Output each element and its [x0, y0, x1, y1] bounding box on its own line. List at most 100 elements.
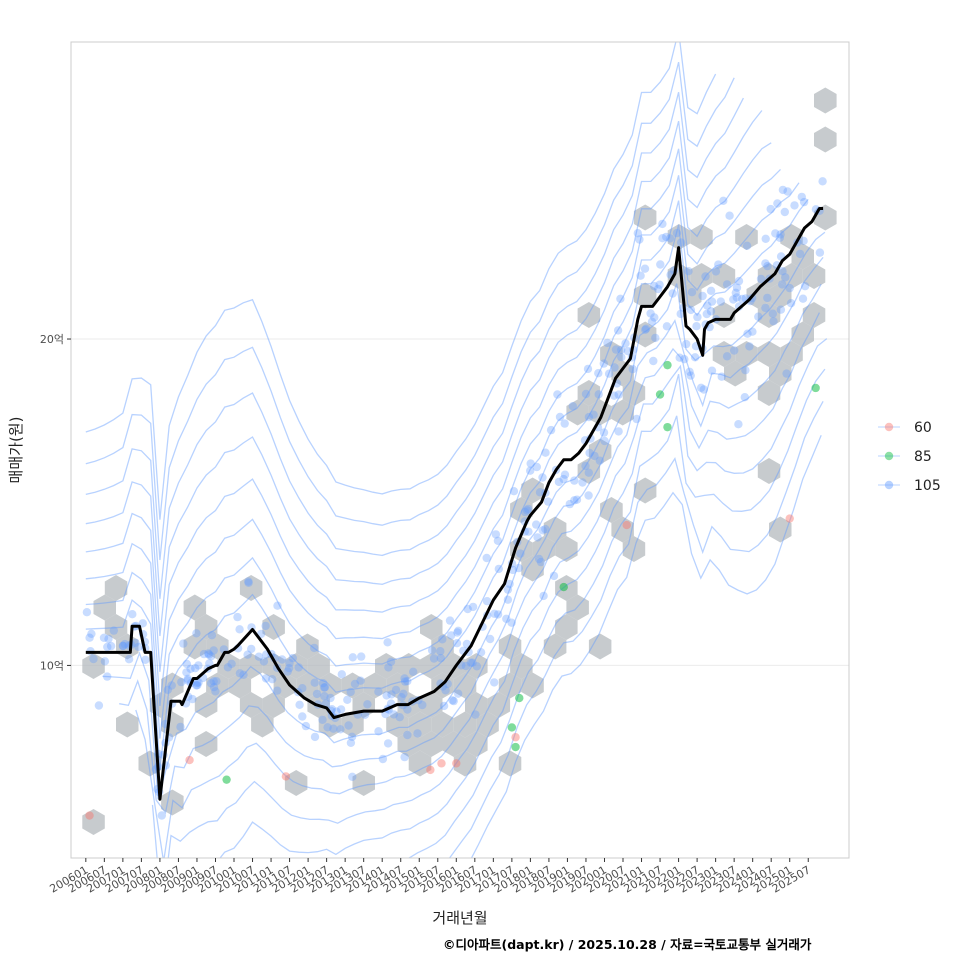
data-point-105: [429, 654, 439, 663]
data-point-85: [655, 390, 665, 399]
data-point-105: [617, 345, 626, 354]
data-point-105: [273, 601, 282, 610]
trend-line-layer: [85, 207, 824, 801]
data-point-105: [445, 616, 455, 625]
density-contour: [85, 182, 800, 739]
hexbin-cell: [420, 692, 443, 718]
data-point-105: [732, 293, 741, 302]
data-point-105: [672, 228, 682, 238]
data-point-105: [776, 305, 786, 314]
data-point-105: [323, 723, 332, 732]
data-point-105: [310, 643, 319, 653]
data-point-105: [780, 207, 789, 217]
data-point-105: [701, 272, 710, 281]
hexbin-cell: [622, 380, 646, 406]
data-point-105: [310, 678, 319, 687]
data-point-105: [347, 732, 357, 741]
data-point-105: [94, 701, 104, 710]
legend-label-60: 60: [914, 420, 932, 436]
data-point-105: [543, 497, 553, 506]
hexbin-cell: [487, 692, 511, 718]
hexbin-cell: [296, 633, 319, 660]
data-point-105: [696, 383, 706, 392]
density-contour: [85, 92, 744, 599]
hexbin-cell: [633, 204, 657, 231]
data-point-105: [400, 752, 409, 762]
data-point-105: [387, 690, 396, 699]
hexbin-cell: [521, 672, 544, 699]
data-point-105: [628, 364, 637, 374]
hexbin-cell: [318, 672, 342, 699]
data-point-105: [436, 647, 445, 656]
data-point-105: [118, 641, 128, 651]
data-point-105: [346, 738, 356, 747]
data-point-105: [778, 185, 788, 195]
data-point-105: [476, 648, 486, 657]
hexbin-cell: [104, 575, 128, 601]
hexbin-cell: [183, 633, 207, 660]
data-point-105: [514, 563, 523, 573]
data-point-105: [344, 721, 353, 730]
hexbin-cell: [633, 321, 657, 348]
data-point-105: [318, 715, 327, 724]
data-point-105: [703, 301, 712, 310]
data-point-105: [427, 646, 437, 655]
hexbin-cell: [690, 263, 713, 289]
data-point-60: [785, 514, 794, 523]
data-point-105: [103, 672, 112, 681]
data-point-105: [572, 495, 582, 504]
hexbin-cell: [217, 653, 240, 679]
data-point-105: [223, 663, 233, 672]
data-point-105: [761, 234, 770, 243]
data-point-105: [775, 233, 784, 242]
hexbin-cell: [600, 497, 623, 523]
data-point-105: [599, 428, 609, 437]
hexbin-cell: [453, 750, 477, 777]
data-point-105: [348, 653, 357, 662]
data-point-105: [209, 683, 219, 692]
data-point-105: [403, 705, 412, 714]
hexbin-layer: [82, 87, 837, 835]
density-contour: [135, 283, 822, 858]
data-point-105: [399, 689, 408, 698]
data-point-105: [535, 488, 545, 497]
data-point-105: [590, 451, 599, 461]
data-point-105: [729, 295, 738, 304]
data-point-105: [391, 685, 401, 695]
data-point-105: [692, 322, 701, 331]
data-point-60: [511, 733, 520, 742]
hexbin-cell: [408, 750, 432, 777]
data-point-105: [707, 297, 717, 306]
data-point-105: [336, 705, 346, 714]
data-point-105: [179, 639, 188, 648]
data-point-85: [663, 422, 672, 432]
data-point-105: [452, 639, 462, 648]
data-point-105: [199, 649, 209, 659]
data-point-105: [798, 294, 808, 303]
data-point-105: [183, 676, 192, 685]
hexbin-cell: [228, 672, 252, 699]
hexbin-cell: [791, 321, 814, 348]
data-point-105: [653, 284, 663, 294]
data-point-105: [124, 655, 134, 664]
data-point-85: [559, 582, 568, 592]
data-point-105: [454, 689, 463, 698]
data-point-105: [662, 322, 672, 331]
data-point-105: [641, 324, 651, 333]
data-point-105: [533, 533, 542, 542]
data-point-105: [346, 687, 355, 697]
data-point-105: [702, 309, 711, 319]
data-point-105: [106, 641, 116, 651]
data-point-105: [559, 474, 568, 484]
data-point-105: [439, 701, 449, 711]
data-point-105: [734, 420, 743, 429]
data-point-105: [611, 345, 621, 354]
hexbin-cell: [284, 653, 308, 679]
hexbin-cell: [104, 614, 128, 640]
data-point-105: [687, 288, 697, 297]
data-point-105: [526, 466, 535, 475]
data-point-105: [581, 389, 591, 399]
data-point-105: [783, 187, 792, 196]
data-point-105: [103, 642, 112, 652]
hexbin-cell: [194, 692, 218, 718]
